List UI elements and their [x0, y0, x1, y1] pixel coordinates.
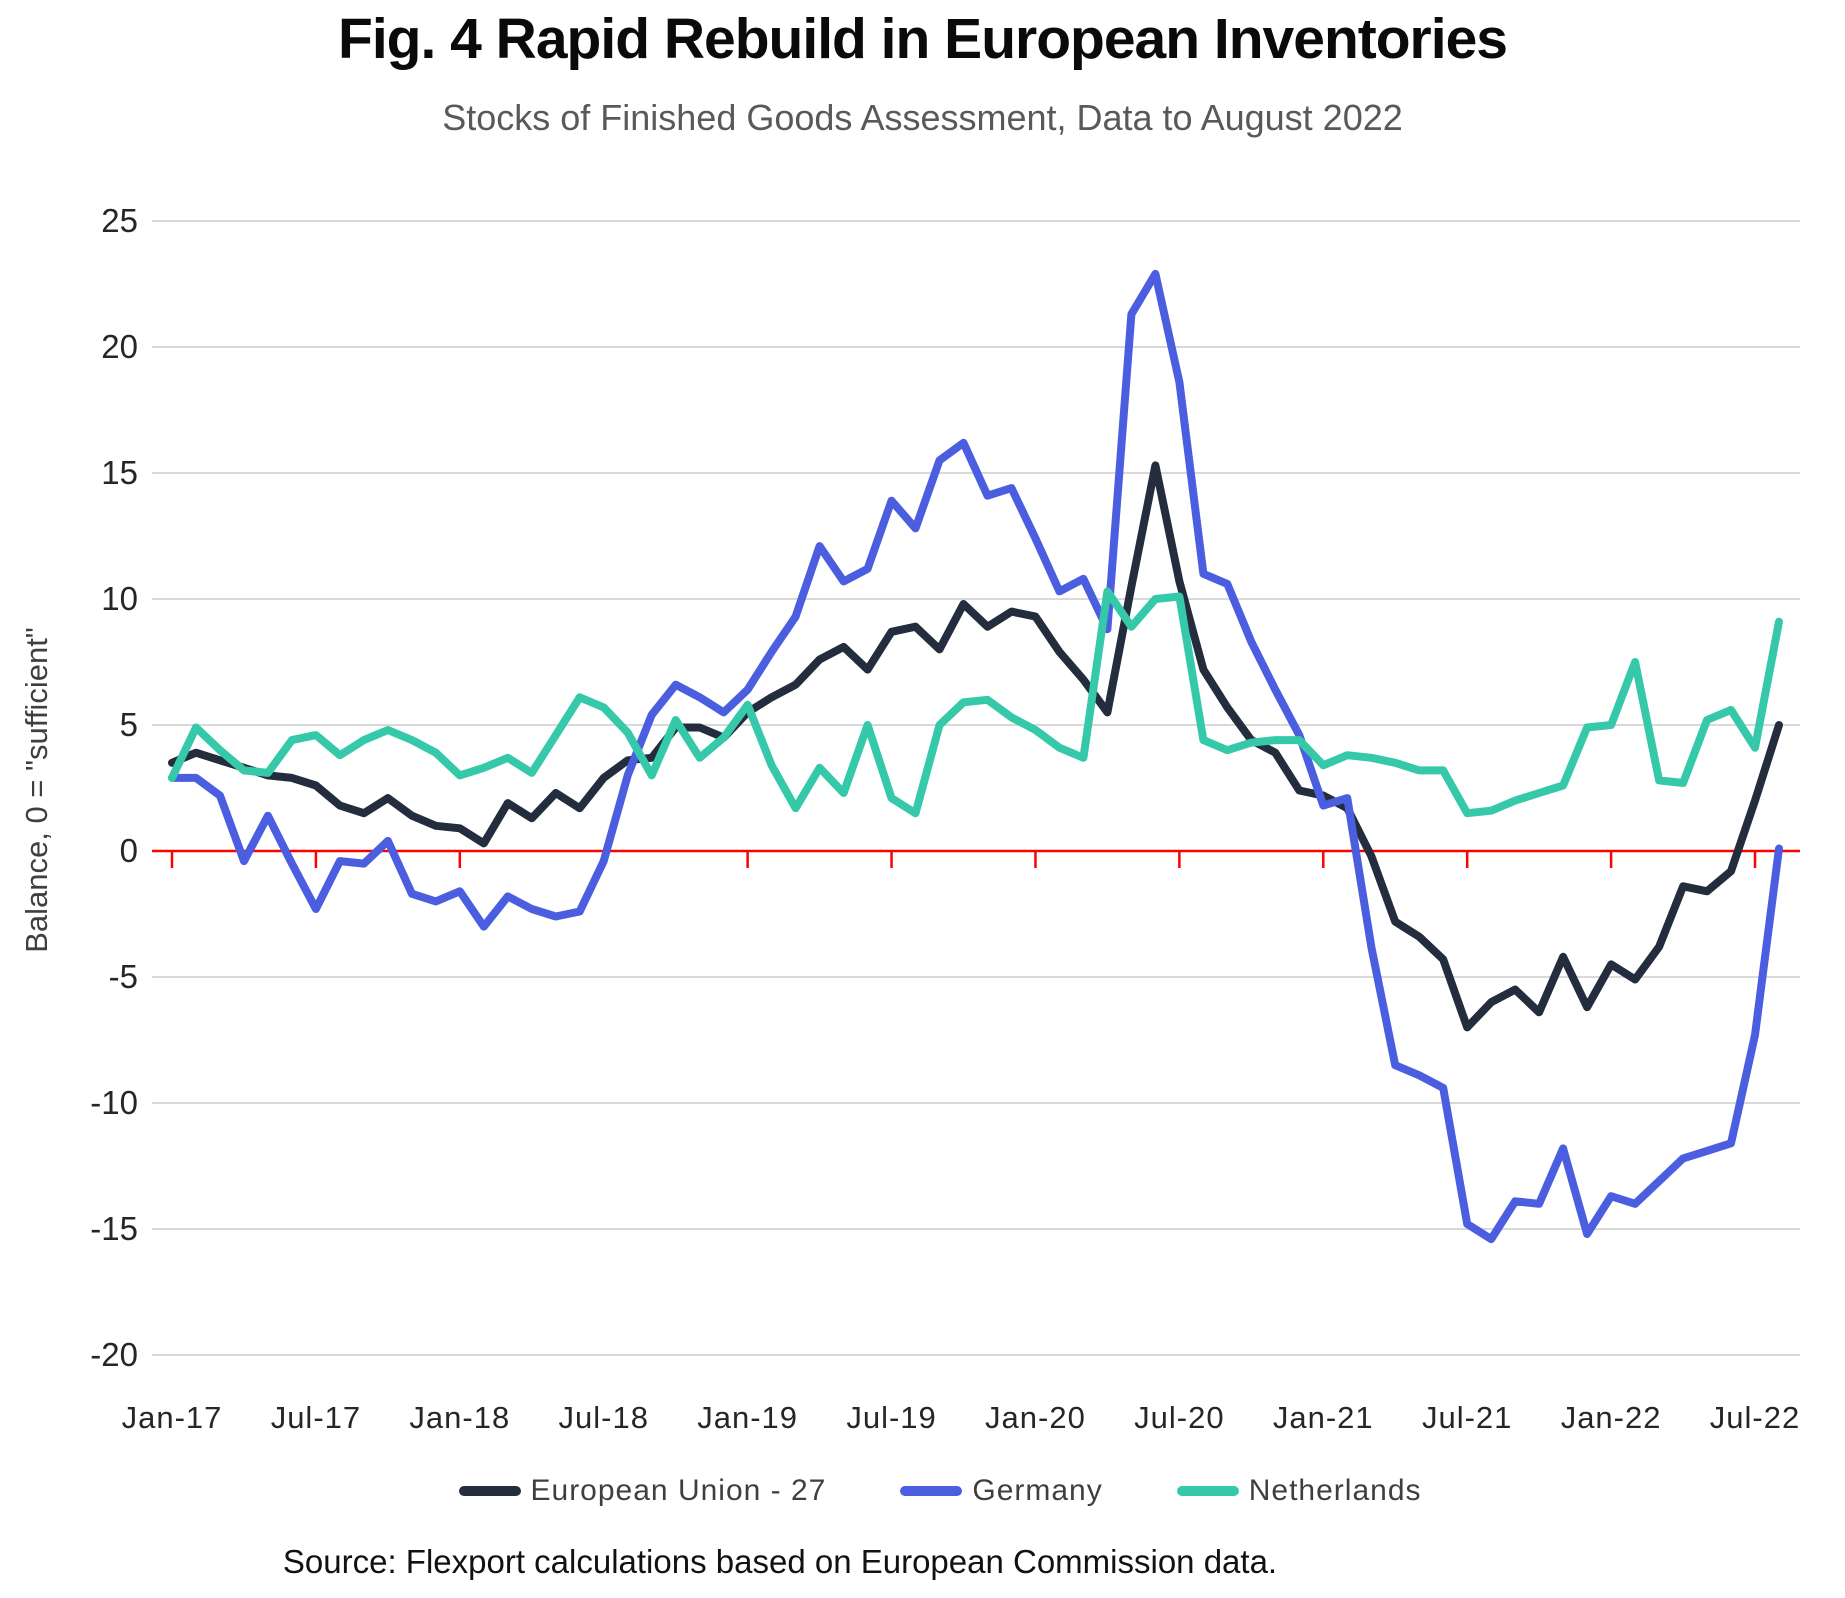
y-tick-label: 20	[101, 328, 138, 365]
x-tick-label: Jul-19	[846, 1400, 936, 1435]
y-tick-label: 5	[120, 706, 138, 743]
x-tick-label: Jul-20	[1134, 1400, 1224, 1435]
legend-label-netherlands: Netherlands	[1248, 1474, 1422, 1507]
legend-label-european-union-27: European Union - 27	[530, 1474, 827, 1507]
y-tick-label: 10	[101, 580, 138, 617]
x-tick-label: Jan-22	[1561, 1400, 1662, 1435]
x-tick-label: Jan-17	[122, 1400, 223, 1435]
x-tick-label: Jan-20	[985, 1400, 1086, 1435]
legend-item-netherlands: Netherlands	[1176, 1474, 1422, 1508]
x-tick-label: Jul-21	[1422, 1400, 1512, 1435]
source-note: Source: Flexport calculations based on E…	[282, 1543, 1278, 1580]
chart-title: Fig. 4 Rapid Rebuild in European Invento…	[338, 7, 1508, 71]
x-tick-label: Jul-22	[1710, 1400, 1800, 1435]
series-line-european-union-27	[168, 461, 1783, 1032]
y-tick-label: -10	[90, 1084, 138, 1121]
x-tick-label: Jan-18	[409, 1400, 510, 1435]
x-axis-tick-labels: Jan-17 Jul-17 Jan-18 Jul-18 Jan-19 Jul-19 Jan-…	[122, 1400, 1800, 1435]
legend-label-germany: Germany	[972, 1474, 1103, 1507]
zero-line-ticks	[170, 851, 1757, 868]
series-line-germany	[168, 269, 1783, 1244]
y-axis-label: Balance, 0 = "sufficient"	[19, 627, 54, 953]
y-tick-label: -5	[109, 958, 138, 995]
y-axis-tick-labels: 25 20 15 10 5 0 -5 -10 -15 -20	[90, 202, 138, 1373]
legend-item-germany: Germany	[900, 1474, 1102, 1508]
legend: European Union - 27 Germany Netherlands	[0, 1474, 1845, 1508]
y-tick-label: 15	[101, 454, 138, 491]
x-tick-label: Jul-17	[271, 1400, 361, 1435]
y-tick-label: 25	[101, 202, 138, 239]
y-tick-label: -20	[90, 1336, 138, 1373]
y-tick-label: 0	[120, 832, 138, 869]
x-tick-label: Jan-21	[1273, 1400, 1374, 1435]
y-tick-label: -15	[90, 1210, 138, 1247]
legend-item-european-union-27: European Union - 27	[458, 1474, 827, 1508]
x-tick-label: Jul-18	[559, 1400, 649, 1435]
legend-swatch-netherlands	[1176, 1486, 1239, 1496]
legend-swatch-european-union-27	[458, 1486, 521, 1496]
x-tick-label: Jan-19	[697, 1400, 798, 1435]
series-line-netherlands	[168, 587, 1783, 818]
chart-subtitle: Stocks of Finished Goods Assessment, Dat…	[442, 97, 1403, 138]
legend-swatch-germany	[900, 1486, 963, 1496]
